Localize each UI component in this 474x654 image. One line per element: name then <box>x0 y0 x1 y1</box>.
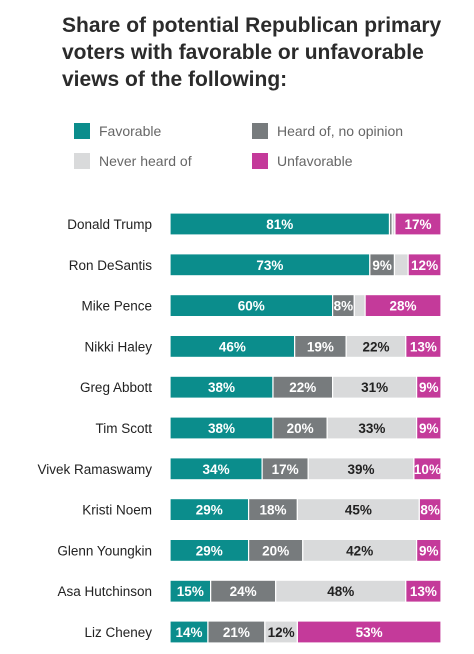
bar-segment-vivek-ramaswamy-unfavorable <box>413 457 442 481</box>
data-label-vivek-ramaswamy-unfavorable: 10% <box>414 462 441 477</box>
bar-segment-glenn-youngkin-unfavorable <box>416 538 442 563</box>
data-label-asa-hutchinson-unfavorable: 13% <box>410 584 437 599</box>
data-label-glenn-youngkin-never-heard: 42% <box>346 543 373 558</box>
data-label-ron-desantis-unfavorable: 12% <box>411 258 438 273</box>
data-label-nikki-haley-never-heard: 22% <box>362 339 389 354</box>
bar-segment-mike-pence-unfavorable <box>364 294 442 318</box>
bar-segment-tim-scott-unfavorable <box>416 416 442 440</box>
data-label-greg-abbott-never-heard: 31% <box>361 380 388 395</box>
category-label-asa-hutchinson: Asa Hutchinson <box>57 584 152 599</box>
data-label-nikki-haley-unfavorable: 13% <box>410 339 437 354</box>
data-label-asa-hutchinson-heard-no-opinion: 24% <box>230 584 257 599</box>
data-label-greg-abbott-heard-no-opinion: 22% <box>289 380 316 395</box>
bar-segment-asa-hutchinson-unfavorable <box>405 579 442 603</box>
data-label-glenn-youngkin-unfavorable: 9% <box>419 543 439 558</box>
data-label-liz-cheney-heard-no-opinion: 21% <box>223 625 250 640</box>
data-label-greg-abbott-favorable: 38% <box>208 380 235 395</box>
data-label-kristi-noem-never-heard: 45% <box>345 503 372 518</box>
data-label-tim-scott-favorable: 38% <box>208 421 235 436</box>
data-label-mike-pence-favorable: 60% <box>238 299 265 314</box>
legend-swatch-unfavorable <box>252 153 268 169</box>
data-label-vivek-ramaswamy-favorable: 34% <box>203 462 230 477</box>
data-label-nikki-haley-favorable: 46% <box>219 339 246 354</box>
category-label-glenn-youngkin: Glenn Youngkin <box>57 543 152 558</box>
category-label-greg-abbott: Greg Abbott <box>80 380 152 395</box>
bar-segment-liz-cheney-unfavorable <box>296 620 442 644</box>
legend-item-heard-no-opinion: Heard of, no opinion <box>252 123 403 139</box>
category-label-nikki-haley: Nikki Haley <box>84 339 152 354</box>
data-label-asa-hutchinson-never-heard: 48% <box>327 584 354 599</box>
bar-segment-donald-trump-unfavorable <box>394 212 442 236</box>
legend-item-favorable: Favorable <box>74 123 161 139</box>
data-label-ron-desantis-heard-no-opinion: 9% <box>372 258 392 273</box>
legend-label-heard-no-opinion: Heard of, no opinion <box>277 123 404 139</box>
category-label-liz-cheney: Liz Cheney <box>84 625 152 640</box>
data-label-liz-cheney-never-heard: 12% <box>268 625 295 640</box>
data-label-vivek-ramaswamy-heard-no-opinion: 17% <box>272 462 299 477</box>
category-label-mike-pence: Mike Pence <box>81 299 152 314</box>
data-label-nikki-haley-heard-no-opinion: 19% <box>307 339 334 354</box>
data-label-asa-hutchinson-favorable: 15% <box>177 584 204 599</box>
data-label-donald-trump-unfavorable: 17% <box>404 217 431 232</box>
data-label-glenn-youngkin-favorable: 29% <box>196 543 223 558</box>
bar-segment-greg-abbott-unfavorable <box>416 375 442 399</box>
data-label-liz-cheney-unfavorable: 53% <box>356 625 383 640</box>
legend-label-unfavorable: Unfavorable <box>277 153 353 169</box>
data-label-liz-cheney-favorable: 14% <box>175 625 202 640</box>
bar-segment-ron-desantis-never-heard <box>393 253 409 277</box>
legend-item-never-heard: Never heard of <box>74 153 192 169</box>
category-label-tim-scott: Tim Scott <box>95 421 152 436</box>
category-label-ron-desantis: Ron DeSantis <box>69 258 153 273</box>
data-label-mike-pence-heard-no-opinion: 8% <box>334 299 354 314</box>
legend-label-favorable: Favorable <box>99 123 162 139</box>
data-label-greg-abbott-unfavorable: 9% <box>419 380 439 395</box>
bar-segment-ron-desantis-unfavorable <box>407 253 442 277</box>
data-label-kristi-noem-favorable: 29% <box>196 503 223 518</box>
data-label-glenn-youngkin-heard-no-opinion: 20% <box>262 543 289 558</box>
data-label-tim-scott-unfavorable: 9% <box>419 421 439 436</box>
category-label-vivek-ramaswamy: Vivek Ramaswamy <box>37 462 152 477</box>
bar-segment-nikki-haley-unfavorable <box>405 334 442 358</box>
legend-swatch-never-heard <box>74 153 90 169</box>
data-label-tim-scott-heard-no-opinion: 20% <box>287 421 314 436</box>
data-label-donald-trump-favorable: 81% <box>266 217 293 232</box>
data-label-vivek-ramaswamy-never-heard: 39% <box>348 462 375 477</box>
data-label-ron-desantis-favorable: 73% <box>256 258 283 273</box>
data-label-kristi-noem-unfavorable: 8% <box>420 503 440 518</box>
category-label-donald-trump: Donald Trump <box>67 217 152 232</box>
bar-segment-mike-pence-never-heard <box>353 294 366 318</box>
legend-item-unfavorable: Unfavorable <box>252 153 353 169</box>
category-label-kristi-noem: Kristi Noem <box>82 503 152 518</box>
legend-swatch-favorable <box>74 123 90 139</box>
legend-swatch-heard-no-opinion <box>252 123 268 139</box>
data-label-tim-scott-never-heard: 33% <box>358 421 385 436</box>
legend-label-never-heard: Never heard of <box>99 153 192 169</box>
data-label-mike-pence-unfavorable: 28% <box>390 299 417 314</box>
data-label-kristi-noem-heard-no-opinion: 18% <box>259 503 286 518</box>
bar-segment-kristi-noem-unfavorable <box>418 498 442 522</box>
chart-title: Share of potential Republican primary vo… <box>62 14 442 91</box>
